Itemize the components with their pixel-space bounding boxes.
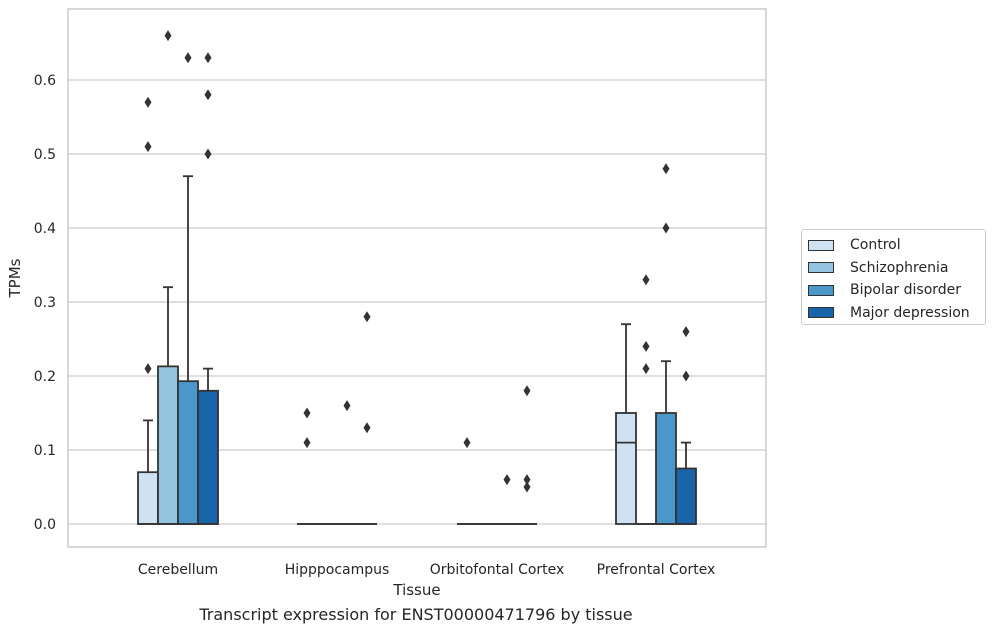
box-body	[177, 380, 199, 525]
y-tick-label: 0.6	[34, 73, 56, 89]
y-tick-label: 0.4	[34, 221, 56, 237]
box-1-0	[157, 30, 179, 525]
legend: Control Schizophrenia Bipolar disorder Majo…	[801, 229, 986, 325]
legend-swatch	[808, 284, 834, 296]
legend-swatch	[808, 307, 834, 318]
box-2-1	[337, 400, 357, 525]
legend-item: Control	[808, 236, 901, 254]
y-tick-label: 0.1	[34, 443, 56, 459]
box-3-1	[357, 311, 377, 525]
box-0-1	[297, 407, 317, 525]
y-tick-labels: 0.0 0.1 0.2 0.3 0.4 0.5 0.6	[34, 73, 56, 533]
y-axis-label: TPMs	[6, 258, 24, 298]
outlier-point	[523, 474, 531, 486]
outlier-point	[144, 141, 152, 153]
legend-item: Major depression	[808, 304, 970, 322]
outlier-point	[144, 96, 152, 108]
x-tick-label: Hipppocampus	[285, 562, 390, 578]
box-2-2	[497, 474, 517, 525]
outlier-point	[184, 52, 192, 64]
box-body	[655, 412, 677, 525]
outlier-point	[363, 311, 371, 323]
outlier-point	[523, 481, 531, 493]
plot-frame	[67, 8, 767, 548]
outlier-point	[523, 385, 531, 397]
legend-swatch	[808, 239, 834, 251]
legend-label: Schizophrenia	[850, 259, 949, 276]
outlier-point	[144, 363, 152, 375]
x-tick-label: Cerebellum	[138, 562, 218, 578]
x-tick-label: Orbitofontal Cortex	[430, 562, 565, 578]
outlier-point	[164, 30, 172, 42]
box-0-2	[457, 437, 477, 525]
legend-swatch	[808, 262, 834, 273]
box-2-0	[177, 52, 199, 525]
legend-item: Schizophrenia	[808, 259, 948, 277]
outlier-point	[642, 363, 650, 375]
y-tick-label: 0.3	[34, 295, 56, 311]
box-3-3	[675, 326, 697, 525]
outlier-point	[682, 370, 690, 382]
box-body	[675, 467, 697, 525]
outlier-point	[204, 89, 212, 101]
boxes	[137, 30, 697, 525]
outlier-point	[682, 326, 690, 338]
outlier-point	[204, 52, 212, 64]
legend-label: Control	[850, 237, 901, 253]
outlier-point	[204, 148, 212, 160]
box-body	[157, 365, 179, 525]
outlier-point	[642, 340, 650, 352]
outlier-point	[463, 437, 471, 449]
outlier-point	[662, 163, 670, 175]
box-body	[197, 389, 219, 525]
legend-label: Bipolar disorder	[850, 282, 962, 298]
box-3-0	[197, 52, 219, 525]
y-tick-label: 0.5	[34, 147, 56, 163]
legend-item: Bipolar disorder	[808, 281, 961, 299]
outlier-point	[343, 400, 351, 412]
x-tick-labels: Cerebellum Hipppocampus Orbitofontal Corte…	[138, 562, 715, 578]
box-3-2	[517, 385, 537, 525]
outlier-point	[642, 274, 650, 286]
box-2-3	[655, 163, 677, 525]
outlier-point	[503, 474, 511, 486]
box-1-3	[636, 274, 656, 525]
outlier-point	[363, 422, 371, 434]
y-tick-label: 0.0	[34, 517, 56, 533]
y-tick-label: 0.2	[34, 369, 56, 385]
chart-caption: Transcript expression for ENST0000047179…	[199, 605, 633, 624]
box-body	[615, 412, 637, 525]
box-body	[137, 471, 159, 525]
box-0-3	[615, 323, 637, 525]
legend-label: Major depression	[850, 304, 970, 321]
outlier-point	[303, 407, 311, 419]
box-0-0	[137, 96, 159, 525]
x-axis-label: Tissue	[392, 581, 440, 599]
outlier-point	[303, 437, 311, 449]
x-tick-label: Prefrontal Cortex	[597, 562, 716, 578]
outlier-point	[662, 222, 670, 234]
